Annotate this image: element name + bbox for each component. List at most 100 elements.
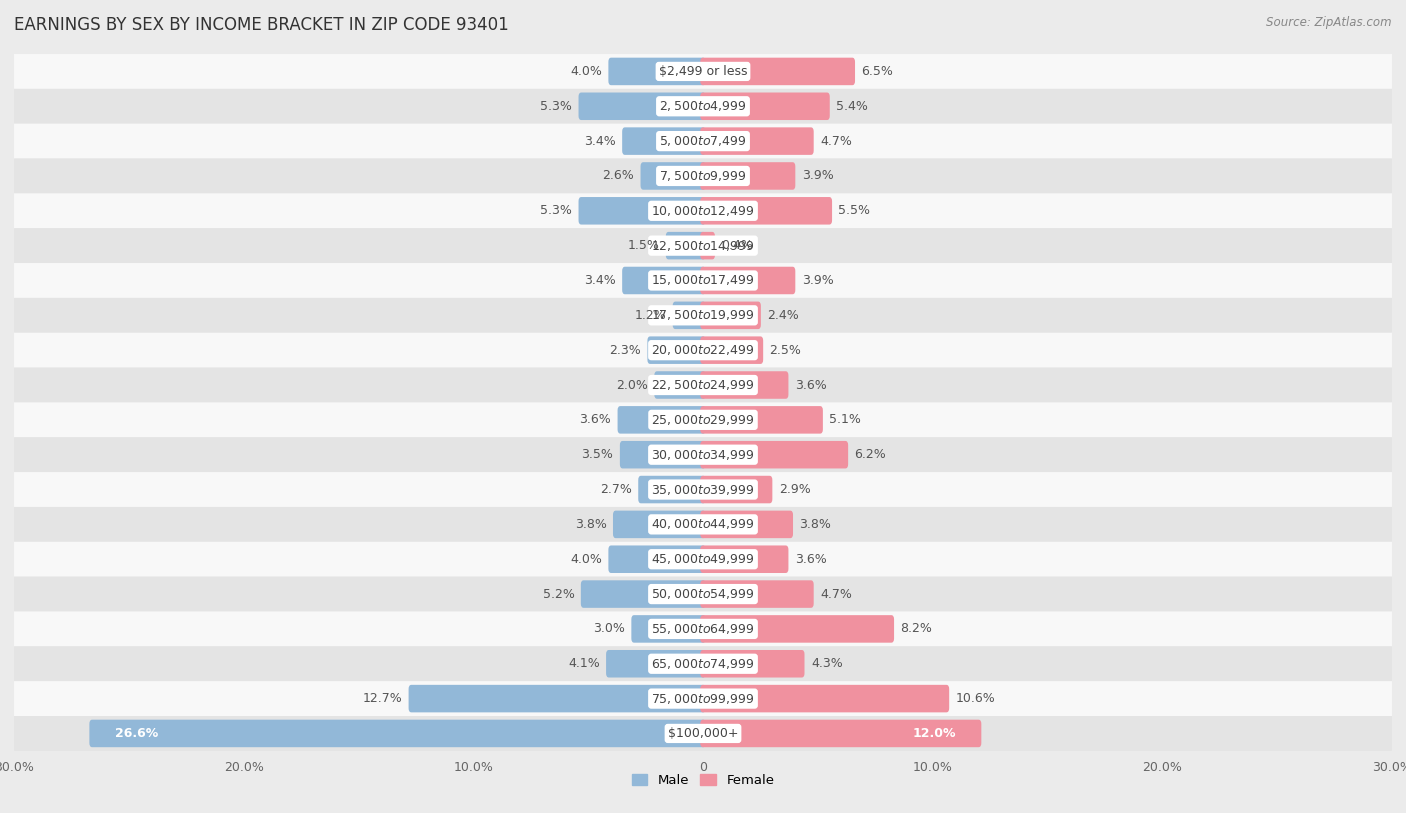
Text: 3.9%: 3.9%: [801, 274, 834, 287]
FancyBboxPatch shape: [700, 197, 832, 224]
FancyBboxPatch shape: [14, 124, 1392, 159]
FancyBboxPatch shape: [700, 372, 789, 398]
Text: $35,000 to $39,999: $35,000 to $39,999: [651, 483, 755, 497]
FancyBboxPatch shape: [14, 576, 1392, 611]
Text: 6.2%: 6.2%: [855, 448, 886, 461]
FancyBboxPatch shape: [700, 546, 789, 573]
FancyBboxPatch shape: [609, 546, 706, 573]
Text: $5,000 to $7,499: $5,000 to $7,499: [659, 134, 747, 148]
FancyBboxPatch shape: [90, 720, 706, 747]
Text: 4.3%: 4.3%: [811, 657, 842, 670]
Text: 1.2%: 1.2%: [634, 309, 666, 322]
Text: $25,000 to $29,999: $25,000 to $29,999: [651, 413, 755, 427]
Text: 1.5%: 1.5%: [627, 239, 659, 252]
Text: 2.7%: 2.7%: [600, 483, 631, 496]
FancyBboxPatch shape: [14, 263, 1392, 298]
Text: $2,499 or less: $2,499 or less: [659, 65, 747, 78]
Text: $15,000 to $17,499: $15,000 to $17,499: [651, 273, 755, 288]
Text: 4.1%: 4.1%: [568, 657, 599, 670]
Text: 2.5%: 2.5%: [769, 344, 801, 357]
FancyBboxPatch shape: [641, 162, 706, 189]
Text: 2.4%: 2.4%: [768, 309, 799, 322]
Text: 5.1%: 5.1%: [830, 413, 862, 426]
Text: 12.0%: 12.0%: [912, 727, 956, 740]
Text: 0.4%: 0.4%: [721, 239, 754, 252]
FancyBboxPatch shape: [700, 337, 763, 364]
FancyBboxPatch shape: [700, 232, 714, 259]
FancyBboxPatch shape: [14, 159, 1392, 193]
FancyBboxPatch shape: [620, 441, 706, 468]
FancyBboxPatch shape: [700, 128, 814, 154]
FancyBboxPatch shape: [578, 197, 706, 224]
FancyBboxPatch shape: [14, 437, 1392, 472]
FancyBboxPatch shape: [14, 54, 1392, 89]
Text: 2.9%: 2.9%: [779, 483, 810, 496]
Text: 4.0%: 4.0%: [569, 65, 602, 78]
FancyBboxPatch shape: [14, 681, 1392, 716]
FancyBboxPatch shape: [14, 298, 1392, 333]
Text: 5.3%: 5.3%: [540, 100, 572, 113]
Text: 3.5%: 3.5%: [582, 448, 613, 461]
FancyBboxPatch shape: [613, 511, 706, 538]
Text: 5.4%: 5.4%: [837, 100, 868, 113]
Text: Source: ZipAtlas.com: Source: ZipAtlas.com: [1267, 16, 1392, 29]
FancyBboxPatch shape: [617, 406, 706, 433]
Text: 2.6%: 2.6%: [602, 169, 634, 182]
FancyBboxPatch shape: [14, 646, 1392, 681]
FancyBboxPatch shape: [578, 93, 706, 120]
Text: $12,500 to $14,999: $12,500 to $14,999: [651, 239, 755, 253]
Text: 5.3%: 5.3%: [540, 204, 572, 217]
FancyBboxPatch shape: [647, 337, 706, 364]
Text: $10,000 to $12,499: $10,000 to $12,499: [651, 204, 755, 218]
Text: $2,500 to $4,999: $2,500 to $4,999: [659, 99, 747, 113]
FancyBboxPatch shape: [14, 716, 1392, 751]
Text: $30,000 to $34,999: $30,000 to $34,999: [651, 448, 755, 462]
FancyBboxPatch shape: [14, 89, 1392, 124]
Text: 5.2%: 5.2%: [543, 588, 575, 601]
Text: 3.8%: 3.8%: [575, 518, 606, 531]
Text: 2.0%: 2.0%: [616, 379, 648, 392]
Text: $100,000+: $100,000+: [668, 727, 738, 740]
Text: 4.7%: 4.7%: [820, 588, 852, 601]
Legend: Male, Female: Male, Female: [626, 768, 780, 792]
FancyBboxPatch shape: [700, 580, 814, 608]
FancyBboxPatch shape: [14, 333, 1392, 367]
Text: $22,500 to $24,999: $22,500 to $24,999: [651, 378, 755, 392]
FancyBboxPatch shape: [14, 402, 1392, 437]
Text: 3.6%: 3.6%: [794, 379, 827, 392]
Text: $45,000 to $49,999: $45,000 to $49,999: [651, 552, 755, 566]
Text: $20,000 to $22,499: $20,000 to $22,499: [651, 343, 755, 357]
FancyBboxPatch shape: [409, 685, 706, 712]
FancyBboxPatch shape: [654, 372, 706, 398]
FancyBboxPatch shape: [609, 58, 706, 85]
Text: $65,000 to $74,999: $65,000 to $74,999: [651, 657, 755, 671]
Text: 3.9%: 3.9%: [801, 169, 834, 182]
FancyBboxPatch shape: [700, 406, 823, 433]
FancyBboxPatch shape: [631, 615, 706, 642]
FancyBboxPatch shape: [14, 541, 1392, 576]
FancyBboxPatch shape: [700, 162, 796, 189]
FancyBboxPatch shape: [14, 472, 1392, 507]
Text: 2.3%: 2.3%: [609, 344, 641, 357]
FancyBboxPatch shape: [700, 685, 949, 712]
Text: 6.5%: 6.5%: [862, 65, 893, 78]
Text: 3.0%: 3.0%: [593, 623, 624, 636]
Text: EARNINGS BY SEX BY INCOME BRACKET IN ZIP CODE 93401: EARNINGS BY SEX BY INCOME BRACKET IN ZIP…: [14, 16, 509, 34]
Text: $50,000 to $54,999: $50,000 to $54,999: [651, 587, 755, 601]
FancyBboxPatch shape: [638, 476, 706, 503]
FancyBboxPatch shape: [606, 650, 706, 677]
Text: 4.0%: 4.0%: [569, 553, 602, 566]
FancyBboxPatch shape: [623, 128, 706, 154]
Text: $7,500 to $9,999: $7,500 to $9,999: [659, 169, 747, 183]
FancyBboxPatch shape: [14, 228, 1392, 263]
FancyBboxPatch shape: [700, 615, 894, 642]
FancyBboxPatch shape: [14, 367, 1392, 402]
Text: 3.4%: 3.4%: [583, 274, 616, 287]
Text: 12.7%: 12.7%: [363, 692, 402, 705]
FancyBboxPatch shape: [672, 302, 706, 329]
FancyBboxPatch shape: [14, 193, 1392, 228]
Text: 3.6%: 3.6%: [794, 553, 827, 566]
Text: 3.4%: 3.4%: [583, 135, 616, 148]
FancyBboxPatch shape: [623, 267, 706, 294]
FancyBboxPatch shape: [700, 93, 830, 120]
